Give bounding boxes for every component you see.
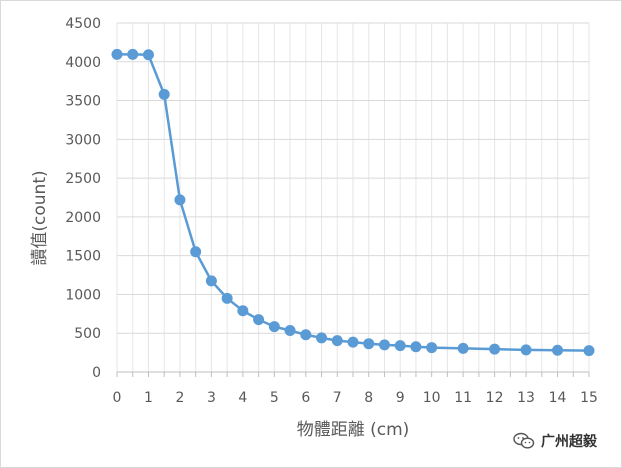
data-point	[221, 292, 233, 304]
wechat-icon	[513, 432, 535, 449]
data-point	[520, 344, 532, 356]
x-tick-label: 0	[113, 390, 122, 406]
x-tick-label: 4	[238, 390, 247, 406]
gridlines	[116, 22, 590, 372]
data-point	[284, 325, 296, 337]
data-point	[457, 342, 469, 354]
data-point	[552, 344, 564, 356]
x-axis-title: 物體距離 (cm)	[297, 420, 410, 440]
data-markers	[111, 48, 595, 357]
x-tick-label: 11	[454, 390, 472, 406]
data-point	[300, 329, 312, 341]
x-tick-label: 5	[270, 390, 279, 406]
data-point	[426, 342, 438, 354]
data-point	[331, 335, 343, 347]
data-point	[253, 314, 265, 326]
data-point	[111, 48, 123, 60]
x-tick-label: 6	[301, 390, 310, 406]
data-point	[347, 336, 359, 348]
data-point	[583, 345, 595, 357]
data-point	[378, 339, 390, 351]
data-point	[127, 48, 139, 60]
axes	[116, 371, 590, 377]
x-tick-label: 10	[423, 390, 441, 406]
watermark-text: 广州超毅	[541, 434, 597, 450]
data-point	[394, 340, 406, 352]
x-tick-label: 13	[517, 390, 535, 406]
data-point	[190, 246, 202, 258]
x-tick-label: 12	[486, 390, 504, 406]
y-tick-label: 2000	[65, 210, 101, 226]
data-point	[410, 341, 422, 353]
y-tick-label: 4500	[65, 16, 101, 32]
y-tick-labels: 0 500 1000 1500 2000 2500 3000 3500 4000 4500	[65, 16, 101, 381]
data-point	[363, 338, 375, 350]
y-tick-label: 3000	[65, 132, 101, 148]
data-point	[268, 321, 280, 333]
data-point	[142, 49, 154, 61]
x-tick-label: 1	[144, 390, 153, 406]
data-point	[237, 305, 249, 317]
y-tick-label: 3500	[65, 94, 101, 110]
watermark: 广州超毅	[513, 431, 597, 451]
y-tick-label: 4000	[65, 55, 101, 71]
x-tick-label: 15	[580, 390, 598, 406]
y-tick-label: 500	[74, 326, 101, 342]
y-axis-title: 讀值(count)	[30, 170, 50, 265]
data-point	[158, 88, 170, 100]
x-tick-label: 9	[396, 390, 405, 406]
x-tick-label: 14	[549, 390, 567, 406]
data-point	[174, 194, 186, 206]
x-tick-label: 8	[364, 390, 373, 406]
data-point	[205, 275, 217, 287]
x-tick-label: 2	[175, 390, 184, 406]
y-tick-label: 2500	[65, 171, 101, 187]
x-tick-label: 3	[207, 390, 216, 406]
data-point	[489, 343, 501, 355]
x-tick-label: 7	[333, 390, 342, 406]
x-tick-labels: 0 1 2 3 4 5 6 7 8 9 10 11 12 13 14 15	[113, 390, 598, 406]
y-tick-label: 1500	[65, 249, 101, 265]
y-tick-label: 1000	[65, 287, 101, 303]
y-tick-label: 0	[92, 365, 101, 381]
data-point	[316, 332, 328, 344]
